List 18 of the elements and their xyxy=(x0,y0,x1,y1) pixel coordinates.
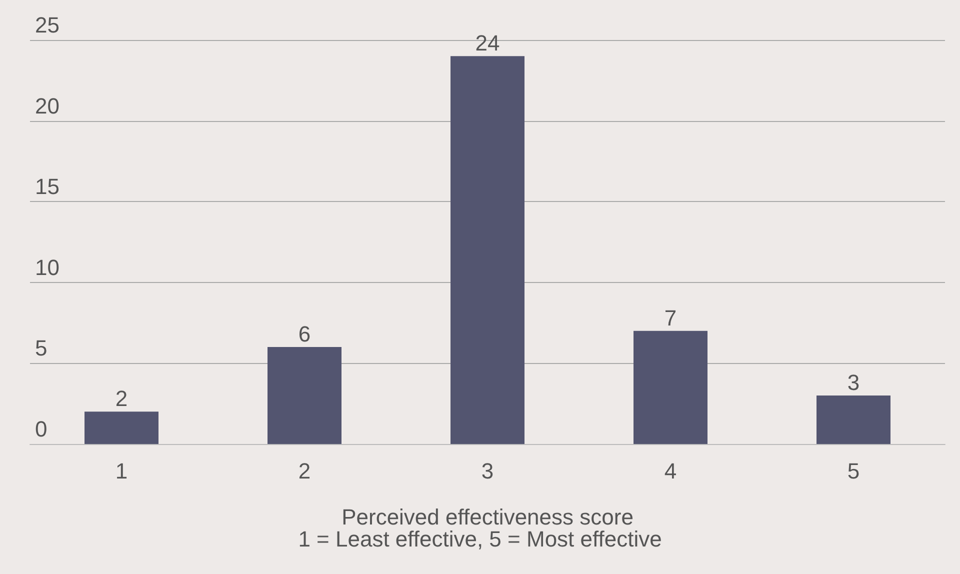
data-label: 2 xyxy=(115,386,128,412)
x-tick-label: 4 xyxy=(664,458,677,484)
x-tick-label: 3 xyxy=(481,458,494,484)
text: 1 = Least effective, 5 = Most effective xyxy=(298,526,662,552)
x-tick-label: 5 xyxy=(847,458,860,484)
x-tick-label: 2 xyxy=(298,458,311,484)
y-tick-label: 0 xyxy=(35,416,48,442)
y-tick-label: 20 xyxy=(35,93,60,118)
x-tick-label: 1 xyxy=(115,458,128,484)
data-label: 6 xyxy=(298,322,311,347)
y-tick-label: 5 xyxy=(35,336,48,361)
y-tick-label: 15 xyxy=(35,174,60,200)
x-axis-title: Perceived effectiveness score xyxy=(342,504,634,530)
data-label: 3 xyxy=(847,370,860,396)
data-label: 24 xyxy=(475,30,500,56)
y-tick-label: 25 xyxy=(35,12,60,38)
y-tick-label: 10 xyxy=(35,254,60,280)
data-label: 7 xyxy=(664,305,677,330)
